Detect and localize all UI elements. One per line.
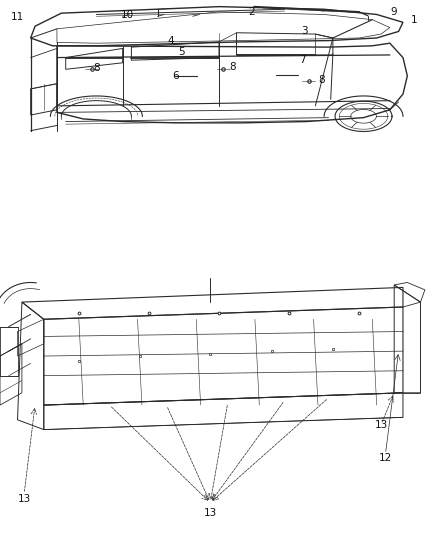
Text: 12: 12: [379, 453, 392, 463]
Text: 6: 6: [172, 71, 179, 81]
Text: 8: 8: [93, 63, 100, 73]
Text: 8: 8: [229, 62, 236, 72]
Text: 13: 13: [374, 419, 388, 430]
Text: 4: 4: [167, 36, 174, 46]
Text: 9: 9: [390, 7, 397, 17]
Text: 2: 2: [248, 6, 255, 17]
Text: 13: 13: [204, 508, 217, 519]
Text: 3: 3: [301, 27, 308, 36]
Text: 7: 7: [299, 55, 306, 65]
Text: 10: 10: [120, 10, 134, 20]
Text: 8: 8: [318, 75, 325, 85]
Text: 1: 1: [410, 15, 417, 25]
Text: 11: 11: [11, 12, 24, 22]
Text: 5: 5: [178, 47, 185, 58]
Text: 13: 13: [18, 495, 31, 504]
